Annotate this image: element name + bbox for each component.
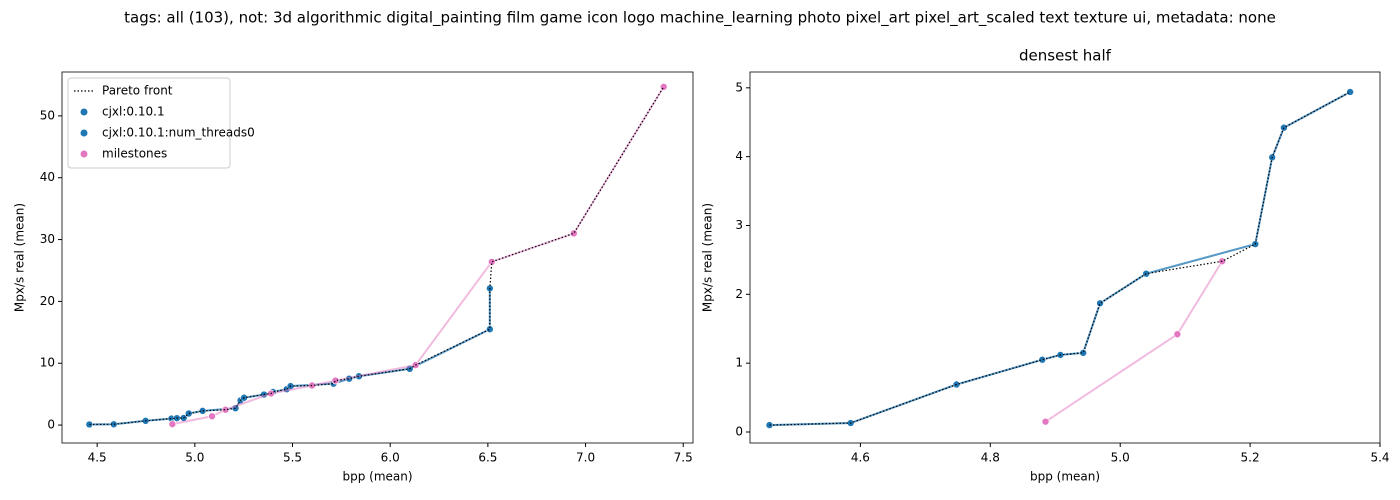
y-tick-label: 30 (40, 232, 55, 246)
point (486, 325, 494, 334)
x-tick-label: 5.0 (1111, 451, 1130, 465)
x-tick-label: 6.5 (478, 451, 497, 465)
point (184, 409, 193, 418)
point (168, 420, 177, 428)
x-tick-label: 7.0 (576, 451, 595, 465)
x-tick-label: 4.8 (981, 451, 1000, 465)
x-tick-label: 5.2 (1241, 451, 1260, 465)
y-tick-label: 20 (40, 294, 55, 308)
axes-frame (61, 71, 694, 444)
x-tick-label: 5.4 (1370, 451, 1389, 465)
x-tick-label: 7.5 (674, 451, 693, 465)
y-tick-label: 50 (40, 108, 55, 122)
point (487, 258, 496, 266)
legend-swatch (80, 129, 88, 137)
legend-label: cjxl:0.10.1:num_threads0 (102, 126, 255, 140)
x-axis-label: bpp (mean) (342, 470, 412, 484)
legend-label: Pareto front (102, 84, 173, 98)
legend-box (67, 77, 231, 169)
y-tick-label: 5 (735, 80, 743, 94)
figure-title: tags: all (103), not: 3d algorithmic dig… (124, 9, 1276, 28)
axes-frame (749, 71, 1381, 444)
y-tick-label: 10 (40, 356, 55, 370)
y-axis-label: Mpx/s real (mean) (701, 203, 715, 312)
point (570, 229, 578, 238)
point (221, 405, 230, 414)
plot-area (765, 88, 1354, 429)
legend-label: milestones (102, 147, 167, 161)
point (331, 376, 340, 385)
x-tick-label: 6.0 (381, 451, 400, 465)
x-tick-label: 5.5 (283, 451, 302, 465)
y-tick-label: 1 (735, 356, 743, 370)
x-axis-label: bpp (mean) (1030, 470, 1100, 484)
y-tick-label: 0 (47, 418, 55, 432)
point (208, 412, 216, 421)
point (1096, 299, 1104, 308)
pareto-line (769, 91, 1351, 426)
point (109, 420, 118, 429)
y-tick-label: 0 (735, 424, 743, 438)
point (1041, 417, 1050, 426)
y-axis-label: Mpx/s real (mean) (13, 203, 27, 312)
y-tick-label: 2 (735, 287, 743, 301)
y-tick-label: 40 (40, 170, 55, 184)
point (659, 83, 668, 91)
y-tick-label: 3 (735, 218, 743, 232)
y-tick-label: 4 (735, 149, 743, 163)
chart-title: densest half (1019, 47, 1112, 65)
point (1173, 330, 1182, 339)
legend-swatch (80, 150, 88, 158)
legend-swatch (80, 108, 88, 116)
x-tick-label: 4.6 (851, 451, 870, 465)
plot-area (85, 83, 668, 429)
point (1346, 88, 1354, 96)
legend-label: cjxl:0.10.1 (102, 105, 165, 119)
pareto-line (89, 86, 665, 426)
x-tick-label: 5.0 (185, 451, 204, 465)
point (1038, 355, 1047, 364)
point (1079, 349, 1087, 357)
x-tick-label: 4.5 (88, 451, 107, 465)
